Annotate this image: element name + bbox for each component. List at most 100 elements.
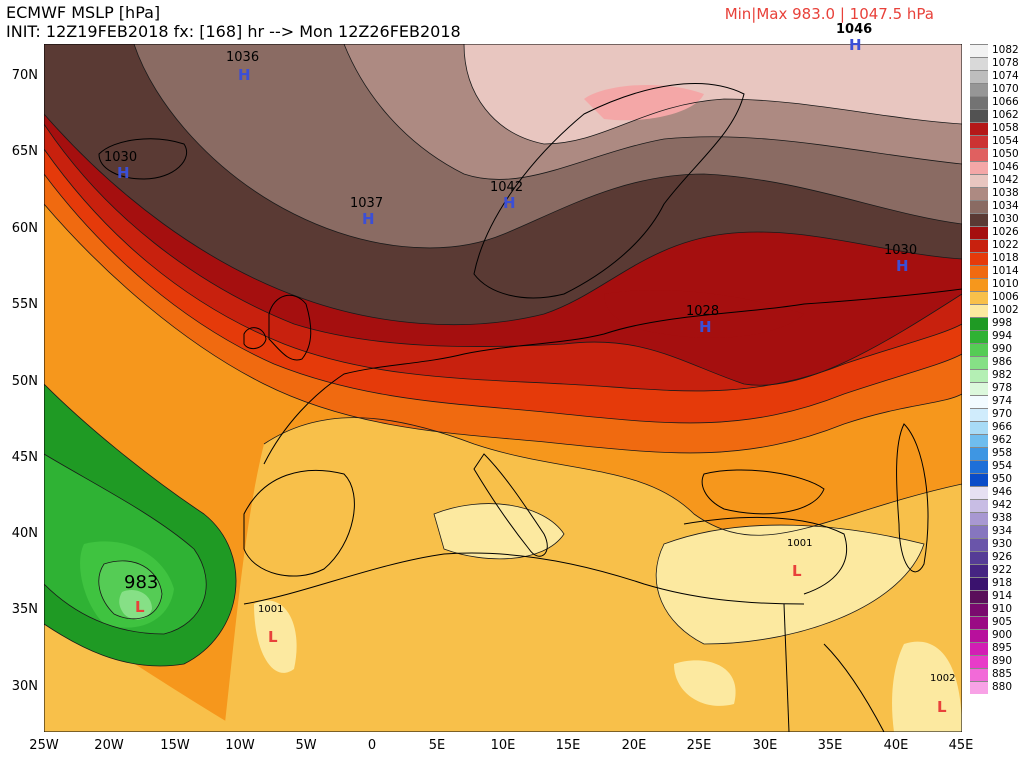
legend-swatch — [970, 330, 988, 343]
legend-entry: 1082 — [970, 44, 1022, 57]
legend-entry: 946 — [970, 486, 1022, 499]
pressure-legend: 1082 1078 1074 1070 1066 1062 1058 1054 1050 1046… — [970, 44, 1022, 694]
high-marker: H — [117, 164, 130, 182]
legend-swatch — [970, 213, 988, 226]
lat-label-60n: 60N — [11, 221, 38, 236]
low-marker: L — [135, 598, 145, 616]
high-marker: H — [699, 318, 712, 336]
legend-value: 982 — [992, 369, 1013, 381]
band-1002-b — [656, 525, 924, 644]
legend-swatch — [970, 122, 988, 135]
legend-value: 1010 — [992, 278, 1019, 290]
lon-label-20w: 20W — [94, 738, 124, 753]
legend-swatch — [970, 512, 988, 525]
legend-swatch — [970, 681, 988, 694]
legend-value: 926 — [992, 551, 1013, 563]
legend-swatch — [970, 460, 988, 473]
legend-swatch — [970, 239, 988, 252]
legend-swatch — [970, 226, 988, 239]
high-marker: H — [896, 257, 909, 275]
lon-label-15e: 15E — [555, 738, 581, 753]
legend-entry: 954 — [970, 460, 1022, 473]
legend-value: 1002 — [992, 304, 1019, 316]
legend-value: 1014 — [992, 265, 1019, 277]
legend-value: 970 — [992, 408, 1013, 420]
legend-entry: 885 — [970, 668, 1022, 681]
legend-entry: 1022 — [970, 239, 1022, 252]
legend-value: 966 — [992, 421, 1013, 433]
high-value-1036: 1036 — [226, 50, 260, 65]
lon-label-30e: 30E — [752, 738, 778, 753]
legend-entry: 982 — [970, 369, 1022, 382]
legend-value: 1062 — [992, 109, 1019, 121]
legend-value: 1038 — [992, 187, 1019, 199]
legend-swatch — [970, 421, 988, 434]
legend-value: 1034 — [992, 200, 1019, 212]
legend-entry: 1002 — [970, 304, 1022, 317]
band-1002-a — [434, 503, 564, 559]
legend-entry: 1030 — [970, 213, 1022, 226]
legend-entry: 890 — [970, 655, 1022, 668]
legend-entry: 914 — [970, 590, 1022, 603]
lat-label-40n: 40N — [11, 526, 38, 541]
lat-label-70n: 70N — [11, 68, 38, 83]
legend-value: 998 — [992, 317, 1013, 329]
legend-entry: 1006 — [970, 291, 1022, 304]
legend-swatch — [970, 473, 988, 486]
legend-swatch — [970, 148, 988, 161]
high-value-1030-east: 1030 — [884, 243, 918, 258]
legend-value: 954 — [992, 460, 1013, 472]
legend-value: 922 — [992, 564, 1013, 576]
legend-swatch — [970, 161, 988, 174]
legend-entry: 1066 — [970, 96, 1022, 109]
coastlines — [98, 83, 962, 732]
legend-entry: 1078 — [970, 57, 1022, 70]
legend-swatch — [970, 668, 988, 681]
lon-label-10w: 10W — [225, 738, 255, 753]
legend-swatch — [970, 369, 988, 382]
legend-entry: 1050 — [970, 148, 1022, 161]
legend-swatch — [970, 109, 988, 122]
legend-swatch — [970, 252, 988, 265]
legend-swatch — [970, 278, 988, 291]
legend-value: 1078 — [992, 57, 1019, 69]
legend-value: 962 — [992, 434, 1013, 446]
legend-swatch — [970, 616, 988, 629]
legend-entry: 970 — [970, 408, 1022, 421]
legend-value: 950 — [992, 473, 1013, 485]
legend-entry: 942 — [970, 499, 1022, 512]
legend-entry: 1046 — [970, 161, 1022, 174]
legend-entry: 918 — [970, 577, 1022, 590]
legend-entry: 905 — [970, 616, 1022, 629]
legend-value: 990 — [992, 343, 1013, 355]
legend-value: 986 — [992, 356, 1013, 368]
legend-entry: 974 — [970, 395, 1022, 408]
lat-label-50n: 50N — [11, 374, 38, 389]
legend-value: 946 — [992, 486, 1013, 498]
legend-value: 1006 — [992, 291, 1019, 303]
low-value-1002: 1002 — [930, 673, 956, 684]
lon-label-35e: 35E — [817, 738, 843, 753]
legend-entry: 986 — [970, 356, 1022, 369]
legend-swatch — [970, 642, 988, 655]
high-marker: H — [238, 66, 251, 84]
legend-value: 1026 — [992, 226, 1019, 238]
legend-entry: 1054 — [970, 135, 1022, 148]
legend-entry: 926 — [970, 551, 1022, 564]
legend-entry: 962 — [970, 434, 1022, 447]
lat-label-45n: 45N — [11, 450, 38, 465]
high-value-1037: 1037 — [350, 196, 384, 211]
legend-swatch — [970, 135, 988, 148]
band-1002-c — [254, 600, 297, 673]
legend-swatch — [970, 187, 988, 200]
lat-label-65n: 65N — [11, 144, 38, 159]
legend-swatch — [970, 655, 988, 668]
legend-swatch — [970, 590, 988, 603]
lon-label-20e: 20E — [621, 738, 647, 753]
lon-label-25e: 25E — [686, 738, 712, 753]
legend-value: 1070 — [992, 83, 1019, 95]
legend-entry: 1058 — [970, 122, 1022, 135]
legend-swatch — [970, 551, 988, 564]
legend-swatch — [970, 525, 988, 538]
band-1002-d — [674, 660, 736, 706]
